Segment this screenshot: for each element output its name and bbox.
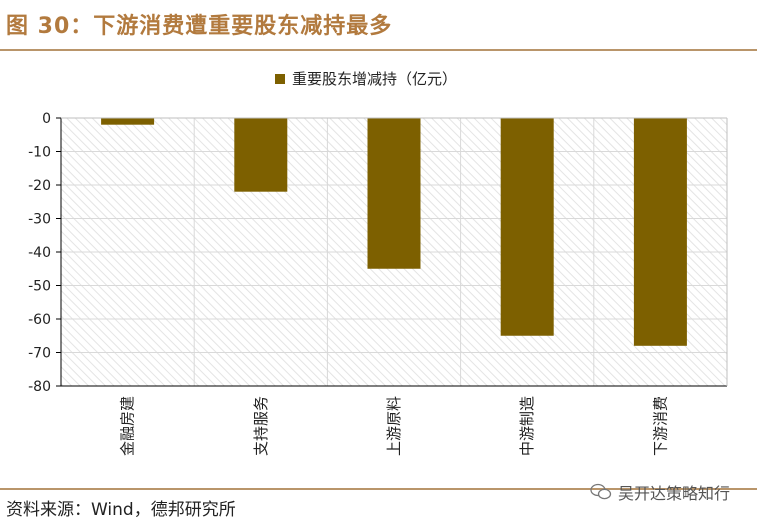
y-tick-label: -80 [28,379,51,395]
bar [367,118,421,269]
x-tick-label: 下游消费 [651,396,669,456]
x-tick-labels: 金融房建 支持服务 上游原料 中游制造 下游消费 [119,396,670,456]
x-tick-label: 金融房建 [119,396,137,456]
wechat-icon [590,483,612,500]
x-tick-label: 支持服务 [252,396,270,456]
axes [56,117,728,387]
y-tick-label: -70 [28,346,51,362]
y-tick-label: -50 [28,279,51,295]
x-tick-label: 中游制造 [518,396,536,456]
title-divider [0,49,757,51]
source-note: 资料来源：Wind，德邦研究所 [6,500,236,520]
legend: 重要股东增减持（亿元） [275,70,457,88]
watermark: 吴开达策略知行 [590,480,730,504]
bar [633,118,687,346]
legend-swatch [275,74,285,84]
figure-title: 图 30：下游消费遭重要股东减持最多 [6,14,393,39]
bar [101,118,155,125]
legend-label: 重要股东增减持（亿元） [292,70,457,88]
bar [500,118,554,336]
bar-chart: 0 -10 -20 -30 -40 -50 -60 -70 -80 金融房建 支持服务 上游原料 中游… [28,70,728,456]
y-tick-label: -40 [28,245,51,261]
watermark-text: 吴开达策略知行 [618,484,731,503]
source-divider [0,488,757,490]
bar [234,118,288,192]
y-tick-label: 0 [42,111,51,127]
y-tick-label: -60 [28,312,51,328]
bars [101,118,687,346]
x-tick-label: 上游原料 [385,396,403,456]
y-tick-label: -30 [28,212,51,228]
y-tick-label: -20 [28,178,51,194]
y-tick-label: -10 [28,145,51,161]
y-tick-labels: 0 -10 -20 -30 -40 -50 -60 -70 -80 [28,111,51,395]
